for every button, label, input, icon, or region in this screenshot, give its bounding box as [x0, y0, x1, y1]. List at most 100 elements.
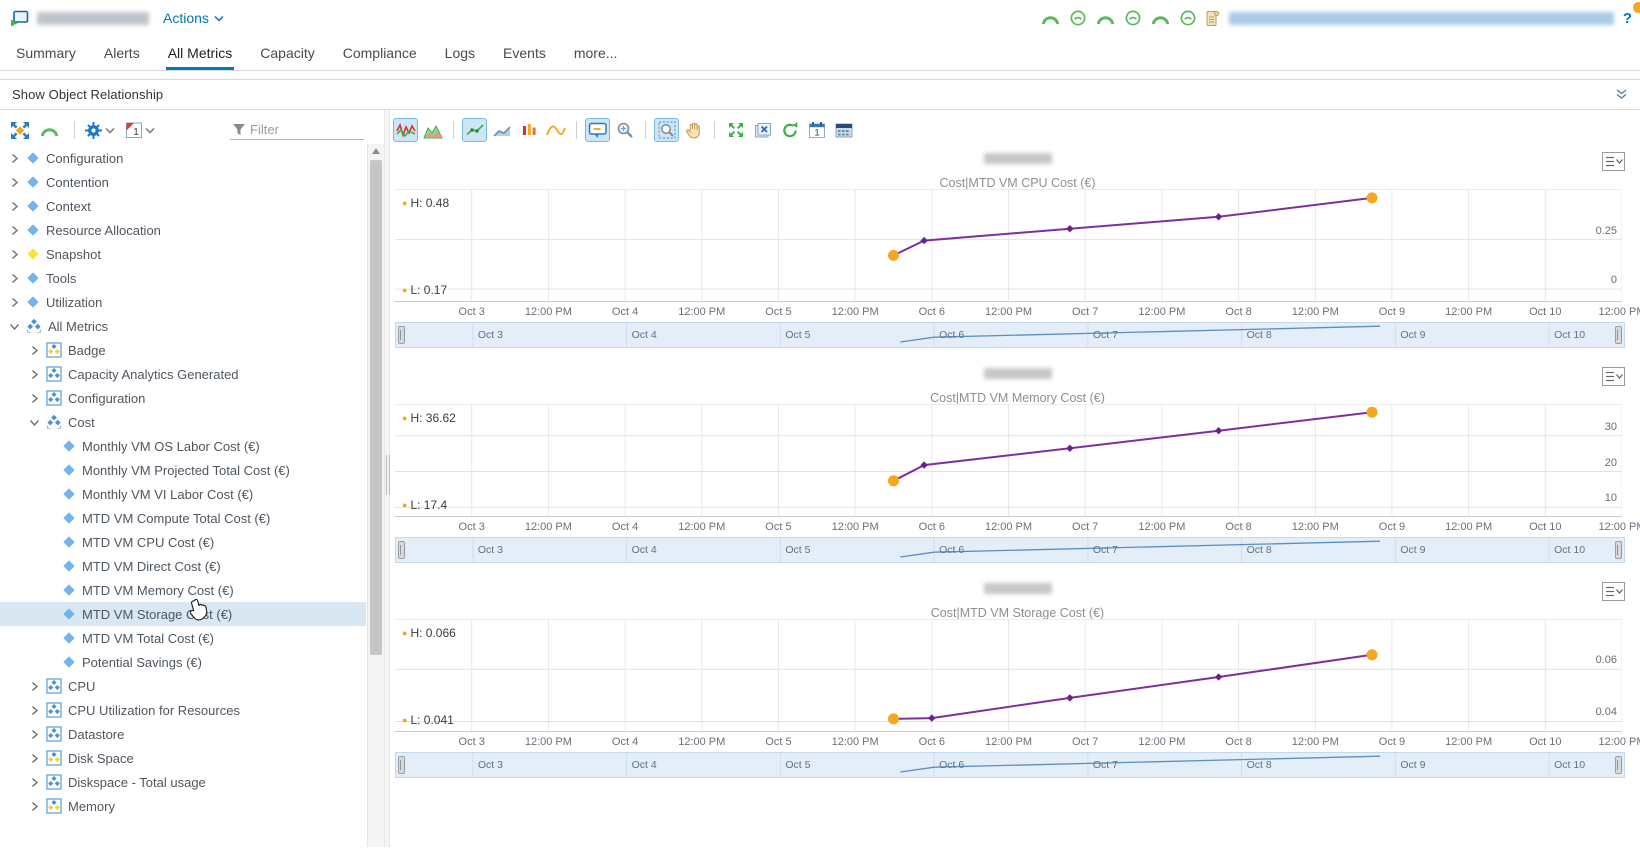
chevron-right-tree-icon[interactable]: [8, 201, 20, 212]
tab-events[interactable]: Events: [489, 36, 560, 70]
tree-item-mtd-vm-storage-cost[interactable]: MTD VM Storage Cost (€): [0, 602, 366, 626]
tree-item-resource-allocation[interactable]: Resource Allocation: [0, 218, 366, 242]
range-handle-left[interactable]: [398, 756, 405, 774]
close-views-button[interactable]: [750, 118, 775, 142]
range-handle-right[interactable]: [1615, 756, 1622, 774]
time-range-selector[interactable]: Oct 3Oct 4Oct 5Oct 6Oct 7Oct 8Oct 9Oct 1…: [395, 752, 1625, 778]
diamond-icon: [26, 175, 40, 189]
tree-item-mtd-vm-cpu-cost[interactable]: MTD VM CPU Cost (€): [0, 530, 366, 554]
tree-item-contention[interactable]: Contention: [0, 170, 366, 194]
filter-input[interactable]: [250, 122, 358, 137]
zoom-selection-button[interactable]: [654, 118, 679, 142]
tree-item-datastore[interactable]: Datastore: [0, 722, 366, 746]
tree-item-monthly-vm-vi-labor-cost[interactable]: Monthly VM VI Labor Cost (€): [0, 482, 366, 506]
tree-item-configuration[interactable]: Configuration: [0, 146, 366, 170]
gauge-arc-button[interactable]: [38, 122, 61, 138]
help-icon[interactable]: ?: [1623, 10, 1632, 27]
toolbar-divider: [645, 121, 646, 139]
tree-item-cost[interactable]: Cost: [0, 410, 366, 434]
chevron-right-tree-icon[interactable]: [8, 153, 20, 164]
tree-item-mtd-vm-total-cost[interactable]: MTD VM Total Cost (€): [0, 626, 366, 650]
range-handle-left[interactable]: [398, 541, 405, 559]
tree-item-mtd-vm-memory-cost[interactable]: MTD VM Memory Cost (€): [0, 578, 366, 602]
tree-item-memory[interactable]: Memory: [0, 794, 366, 818]
tab-summary[interactable]: Summary: [2, 36, 90, 70]
chevron-down-tree-icon[interactable]: [28, 417, 40, 428]
chevron-right-tree-icon[interactable]: [8, 297, 20, 308]
chevron-right-tree-icon[interactable]: [8, 177, 20, 188]
chevron-right-tree-icon[interactable]: [28, 393, 40, 404]
chart-menu-icon[interactable]: [1602, 152, 1625, 171]
chevron-right-tree-icon[interactable]: [28, 777, 40, 788]
time-range-selector[interactable]: Oct 3Oct 4Oct 5Oct 6Oct 7Oct 8Oct 9Oct 1…: [395, 322, 1625, 348]
trend-area-button[interactable]: [489, 118, 514, 142]
area-chart-button[interactable]: [420, 118, 445, 142]
tab-all-metrics[interactable]: All Metrics: [154, 36, 247, 70]
tab-logs[interactable]: Logs: [431, 36, 489, 70]
chevron-right-tree-icon[interactable]: [28, 681, 40, 692]
log-scroll-icon[interactable]: [1205, 9, 1220, 28]
tree-item-context[interactable]: Context: [0, 194, 366, 218]
scrollbar-up-arrow-icon[interactable]: [372, 148, 380, 154]
trend-line-button[interactable]: [462, 118, 487, 142]
tree-item-all-metrics[interactable]: All Metrics: [0, 314, 366, 338]
tab-compliance[interactable]: Compliance: [329, 36, 431, 70]
chevron-right-tree-icon[interactable]: [28, 345, 40, 356]
tree-item-capacity-analytics-generated[interactable]: Capacity Analytics Generated: [0, 362, 366, 386]
anomalies-button[interactable]: [516, 118, 541, 142]
chart-menu-icon[interactable]: [1602, 582, 1625, 601]
refresh-button[interactable]: [777, 118, 802, 142]
pan-hand-button[interactable]: [681, 118, 706, 142]
metric-chart-button[interactable]: [393, 118, 418, 142]
range-strip-label: Oct 10: [1554, 544, 1585, 556]
tree-item-badge[interactable]: Badge: [0, 338, 366, 362]
data-tooltip-button[interactable]: [585, 118, 610, 142]
tree-item-cpu-utilization-for-resources[interactable]: CPU Utilization for Resources: [0, 698, 366, 722]
zoom-magnifier-icon: [616, 121, 634, 139]
tree-scrollbar[interactable]: [367, 144, 384, 847]
forecast-wave-button[interactable]: [543, 118, 568, 142]
tree-item-configuration[interactable]: Configuration: [0, 386, 366, 410]
tree-item-monthly-vm-os-labor-cost[interactable]: Monthly VM OS Labor Cost (€): [0, 434, 366, 458]
show-object-relationship-bar[interactable]: Show Object Relationship: [0, 79, 1640, 110]
tree-item-diskspace-total-usage[interactable]: Diskspace - Total usage: [0, 770, 366, 794]
chevron-down-tree-icon[interactable]: [8, 321, 20, 332]
relationship-map-button[interactable]: [8, 119, 32, 142]
range-handle-right[interactable]: [1615, 326, 1622, 344]
date-range-button[interactable]: [831, 118, 856, 142]
chevron-right-tree-icon[interactable]: [28, 801, 40, 812]
double-chevron-down-icon[interactable]: [1615, 89, 1628, 100]
chevron-right-tree-icon[interactable]: [8, 225, 20, 236]
time-range-selector[interactable]: Oct 3Oct 4Oct 5Oct 6Oct 7Oct 8Oct 9Oct 1…: [395, 537, 1625, 563]
tree-item-cpu[interactable]: CPU: [0, 674, 366, 698]
range-handle-left[interactable]: [398, 326, 405, 344]
tree-item-tools[interactable]: Tools: [0, 266, 366, 290]
chevron-right-tree-icon[interactable]: [28, 753, 40, 764]
chevron-right-tree-icon[interactable]: [28, 369, 40, 380]
tree-item-mtd-vm-direct-cost[interactable]: MTD VM Direct Cost (€): [0, 554, 366, 578]
tree-item-mtd-vm-compute-total-cost[interactable]: MTD VM Compute Total Cost (€): [0, 506, 366, 530]
chevron-right-tree-icon[interactable]: [8, 273, 20, 284]
calendar-1-button[interactable]: 1: [123, 119, 157, 141]
tree-item-disk-space[interactable]: Disk Space: [0, 746, 366, 770]
anomalies-icon: [521, 122, 537, 138]
tab-more[interactable]: more...: [560, 36, 632, 70]
gear-button[interactable]: [82, 119, 117, 142]
expand-views-button[interactable]: [723, 118, 748, 142]
calendar-date-button[interactable]: 1: [804, 118, 829, 142]
x-axis-tick-label: 12:00 PM: [1292, 736, 1339, 748]
tab-capacity[interactable]: Capacity: [246, 36, 328, 70]
actions-menu[interactable]: Actions: [163, 10, 224, 26]
chevron-right-tree-icon[interactable]: [28, 729, 40, 740]
tree-item-potential-savings[interactable]: Potential Savings (€): [0, 650, 366, 674]
tree-item-monthly-vm-projected-total-cost[interactable]: Monthly VM Projected Total Cost (€): [0, 458, 366, 482]
tree-item-snapshot[interactable]: Snapshot: [0, 242, 366, 266]
tree-item-utilization[interactable]: Utilization: [0, 290, 366, 314]
chart-menu-icon[interactable]: [1602, 367, 1625, 386]
zoom-magnifier-button[interactable]: [612, 118, 637, 142]
chevron-right-tree-icon[interactable]: [8, 249, 20, 260]
chevron-right-tree-icon[interactable]: [28, 705, 40, 716]
tab-alerts[interactable]: Alerts: [90, 36, 154, 70]
scrollbar-thumb[interactable]: [370, 160, 382, 655]
range-handle-right[interactable]: [1615, 541, 1622, 559]
